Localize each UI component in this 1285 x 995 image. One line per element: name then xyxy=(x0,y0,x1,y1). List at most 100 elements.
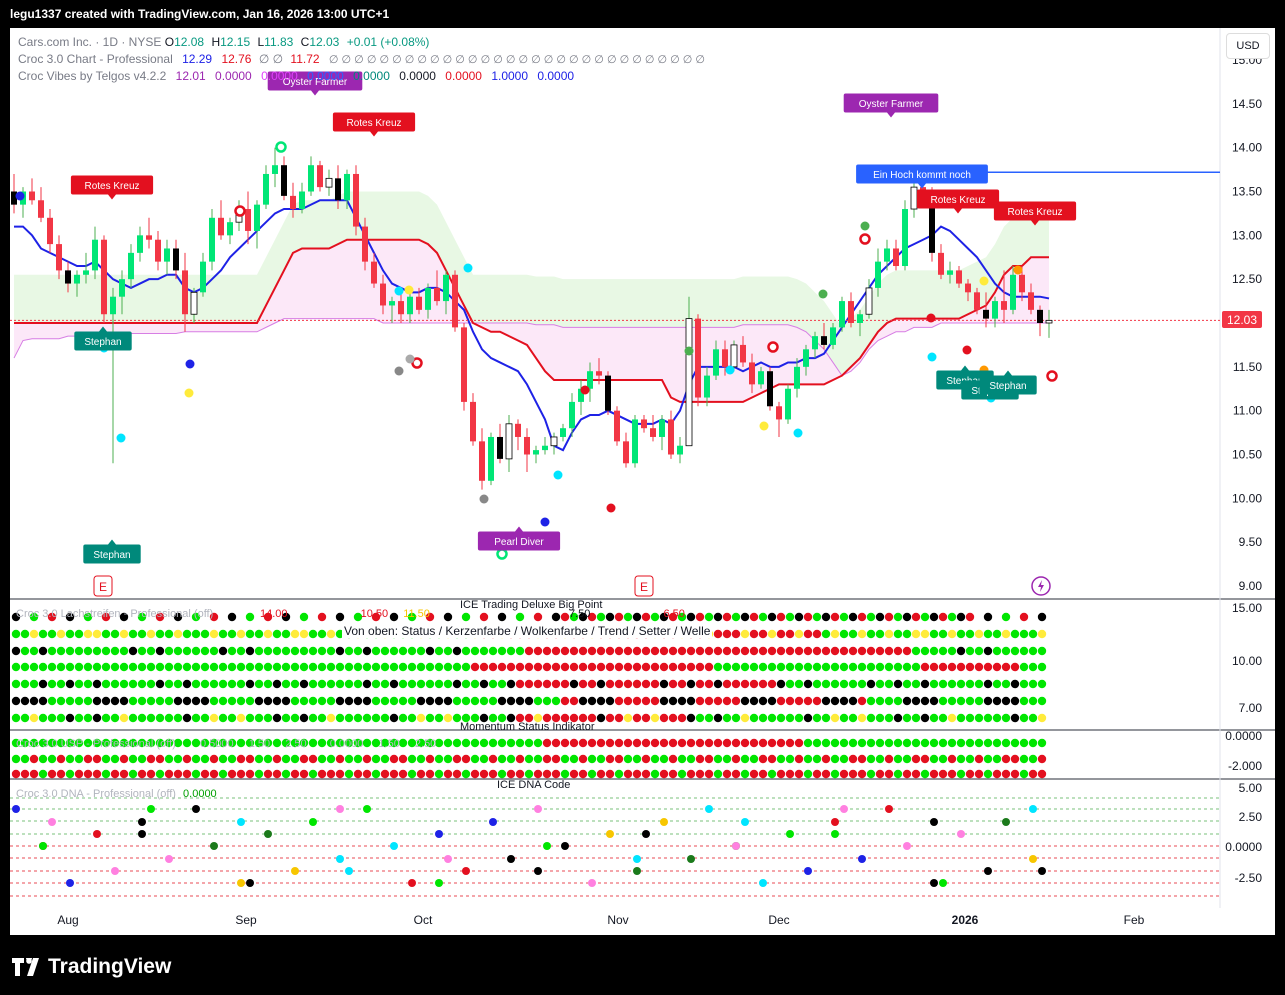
status-dot xyxy=(524,696,534,706)
status-dot xyxy=(920,646,930,656)
status-dot xyxy=(173,646,183,656)
price-tick-label: 9.50 xyxy=(1239,535,1263,549)
status-dot xyxy=(83,679,93,689)
momentum-dot xyxy=(308,769,318,779)
momentum-dot xyxy=(686,738,696,748)
status-dot xyxy=(668,696,678,706)
dna-dot xyxy=(435,830,443,838)
momentum-dot xyxy=(893,738,903,748)
status-dot xyxy=(767,713,777,723)
dna-dot xyxy=(237,879,245,887)
earnings-marker[interactable]: E xyxy=(93,575,113,597)
candle-body xyxy=(803,349,809,367)
momentum-dot xyxy=(92,754,102,764)
status-dot xyxy=(191,612,201,622)
tradingview-logo[interactable]: TradingView xyxy=(12,955,171,979)
status-dot xyxy=(893,612,903,622)
candle-body xyxy=(821,336,827,345)
status-dot xyxy=(299,696,309,706)
time-axis[interactable]: Aug Sep Oct Nov Dec 2026 Feb xyxy=(57,913,1144,927)
status-dot xyxy=(839,713,849,723)
status-dot xyxy=(191,713,201,723)
momentum-dot xyxy=(119,754,129,764)
status-dot xyxy=(461,646,471,656)
chart-canvas[interactable]: Rotes Kreuz Oyster Farmer Rotes Kreuz Steph… xyxy=(10,28,1275,935)
candle-body xyxy=(308,165,314,192)
status-dot xyxy=(569,662,579,672)
momentum-dot xyxy=(83,769,93,779)
momentum-dot xyxy=(704,754,714,764)
legend-symbol-row: Cars.com Inc. · 1D · NYSE O12.08 H12.15 … xyxy=(18,34,705,51)
status-dot xyxy=(461,662,471,672)
status-dot xyxy=(812,679,822,689)
momentum-dot xyxy=(20,754,30,764)
momentum-dot xyxy=(839,769,849,779)
dna-dot xyxy=(210,842,218,850)
candle-body xyxy=(335,178,341,201)
indicator-name[interactable]: Croc Vibes by Telgos v4.2.2 xyxy=(18,69,167,83)
momentum-dot xyxy=(92,769,102,779)
pink-cloud xyxy=(14,239,1049,402)
candle-body xyxy=(1037,309,1043,323)
candle-body xyxy=(83,270,89,275)
status-dot xyxy=(1001,612,1011,622)
pane2-value: 2.50 xyxy=(414,738,437,750)
status-dot xyxy=(182,629,192,639)
symbol-name[interactable]: Cars.com Inc. · 1D · NYSE xyxy=(18,35,162,49)
pane2-name-text: Croc 3.0 USP - Professional (off) xyxy=(16,738,176,750)
status-dot xyxy=(641,713,651,723)
status-dot xyxy=(911,679,921,689)
momentum-dot xyxy=(146,754,156,764)
momentum-dot xyxy=(101,769,111,779)
status-dot xyxy=(650,662,660,672)
status-dot xyxy=(209,612,219,622)
candle-body xyxy=(893,248,899,267)
momentum-dot xyxy=(1001,769,1011,779)
lightning-icon[interactable] xyxy=(1031,576,1051,596)
candle-body xyxy=(461,327,467,402)
status-dot xyxy=(74,629,84,639)
status-dot xyxy=(713,662,723,672)
candle-body xyxy=(794,366,800,389)
pane1-value: 11.50 xyxy=(403,608,430,620)
candle-body xyxy=(920,187,926,192)
status-dot xyxy=(650,646,660,656)
status-dot xyxy=(695,696,705,706)
status-dot xyxy=(425,679,435,689)
dna-dot xyxy=(39,842,47,850)
signal-dot xyxy=(540,517,550,527)
status-dot xyxy=(731,696,741,706)
dna-dot xyxy=(687,855,695,863)
indicator-name[interactable]: Croc 3.0 Chart - Professional xyxy=(18,51,173,66)
dna-dot xyxy=(165,855,173,863)
status-dot xyxy=(245,696,255,706)
price-tick-label: 14.50 xyxy=(1232,97,1262,111)
status-dot xyxy=(371,662,381,672)
indicator-value: 0.0000 xyxy=(215,69,252,83)
momentum-dot xyxy=(623,769,633,779)
status-dot xyxy=(785,696,795,706)
momentum-dot xyxy=(560,769,570,779)
status-dot xyxy=(245,679,255,689)
status-dot xyxy=(803,662,813,672)
status-dot xyxy=(749,629,759,639)
annotation-text: Rotes Kreuz xyxy=(1007,207,1062,218)
annotation-pointer xyxy=(108,539,116,545)
pane2-values: 0.5000 1.50 2.50 0.0000 1.50 2.50 xyxy=(200,738,436,750)
price-axis[interactable]: 15.0014.5014.0013.5013.0012.5012.0011.50… xyxy=(1225,53,1262,885)
status-dot xyxy=(380,696,390,706)
status-dot xyxy=(875,713,885,723)
earnings-marker[interactable]: E xyxy=(634,575,654,597)
momentum-dot xyxy=(623,754,633,764)
currency-button[interactable]: USD xyxy=(1226,33,1270,59)
annotation-box xyxy=(83,544,141,564)
status-dot xyxy=(416,713,426,723)
status-dot xyxy=(965,696,975,706)
status-dot xyxy=(911,629,921,639)
status-dot xyxy=(884,679,894,689)
status-dot xyxy=(605,696,615,706)
status-dot xyxy=(191,679,201,689)
chart-area[interactable]: Rotes Kreuz Oyster Farmer Rotes Kreuz Steph… xyxy=(10,28,1275,935)
status-dot xyxy=(38,646,48,656)
status-dot xyxy=(362,662,372,672)
